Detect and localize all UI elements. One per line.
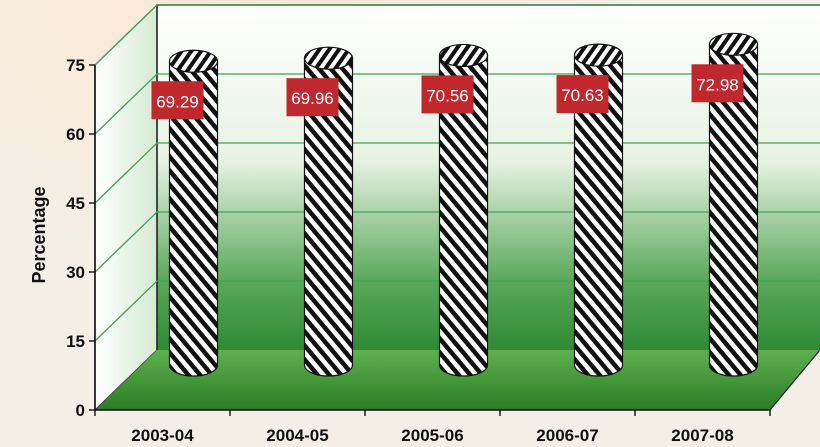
data-label-box (286, 78, 339, 117)
data-label: 69.29 (156, 92, 199, 111)
bar: 70.63 (556, 43, 624, 377)
gridline (94, 4, 820, 66)
y-tick-label: 0 (76, 401, 85, 420)
bar-top (438, 43, 489, 68)
data-label-box (421, 75, 474, 114)
data-label-box (691, 64, 744, 103)
bar-body (168, 60, 219, 377)
bar-top (168, 49, 219, 73)
bar-body (303, 57, 354, 377)
data-label: 72.98 (696, 75, 739, 94)
x-tick-label: 2006-07 (536, 426, 598, 445)
data-label-box (556, 75, 609, 114)
data-label: 69.96 (291, 89, 334, 108)
data-label: 70.56 (426, 86, 469, 105)
bar: 72.98 (691, 32, 759, 377)
bar-top (573, 43, 624, 67)
bar: 69.96 (286, 46, 354, 377)
data-label-box (151, 81, 204, 120)
side-wall (94, 3, 158, 412)
floor-right-edge (769, 349, 820, 411)
x-tick-label: 2005-06 (401, 426, 463, 445)
y-tick-label: 15 (66, 332, 85, 351)
y-tick-label: 75 (66, 56, 85, 75)
x-tick-label: 2003-04 (131, 426, 194, 445)
x-tick-label: 2004-05 (266, 426, 328, 445)
bar: 70.56 (421, 43, 489, 377)
x-tick-label: 2007-08 (671, 426, 733, 445)
bar-body (573, 54, 624, 377)
floor (95, 350, 820, 410)
data-label: 70.63 (561, 86, 604, 105)
bar-body (708, 43, 759, 377)
y-tick-label: 45 (66, 194, 85, 213)
bar-body (438, 54, 489, 377)
y-tick-label: 30 (66, 263, 85, 282)
bars: 69.29 69.96 70.56 70.63 72.98 (151, 32, 759, 377)
bar-top (708, 32, 759, 56)
bar: 69.29 (151, 49, 219, 377)
bar-top (303, 46, 354, 70)
axes: 0 15 30 45 60 75 2003-04 2004-05 2005-06 2006-07 2… (66, 56, 771, 445)
y-tick-label: 60 (66, 125, 85, 144)
y-axis-title: Percentage (29, 186, 49, 283)
